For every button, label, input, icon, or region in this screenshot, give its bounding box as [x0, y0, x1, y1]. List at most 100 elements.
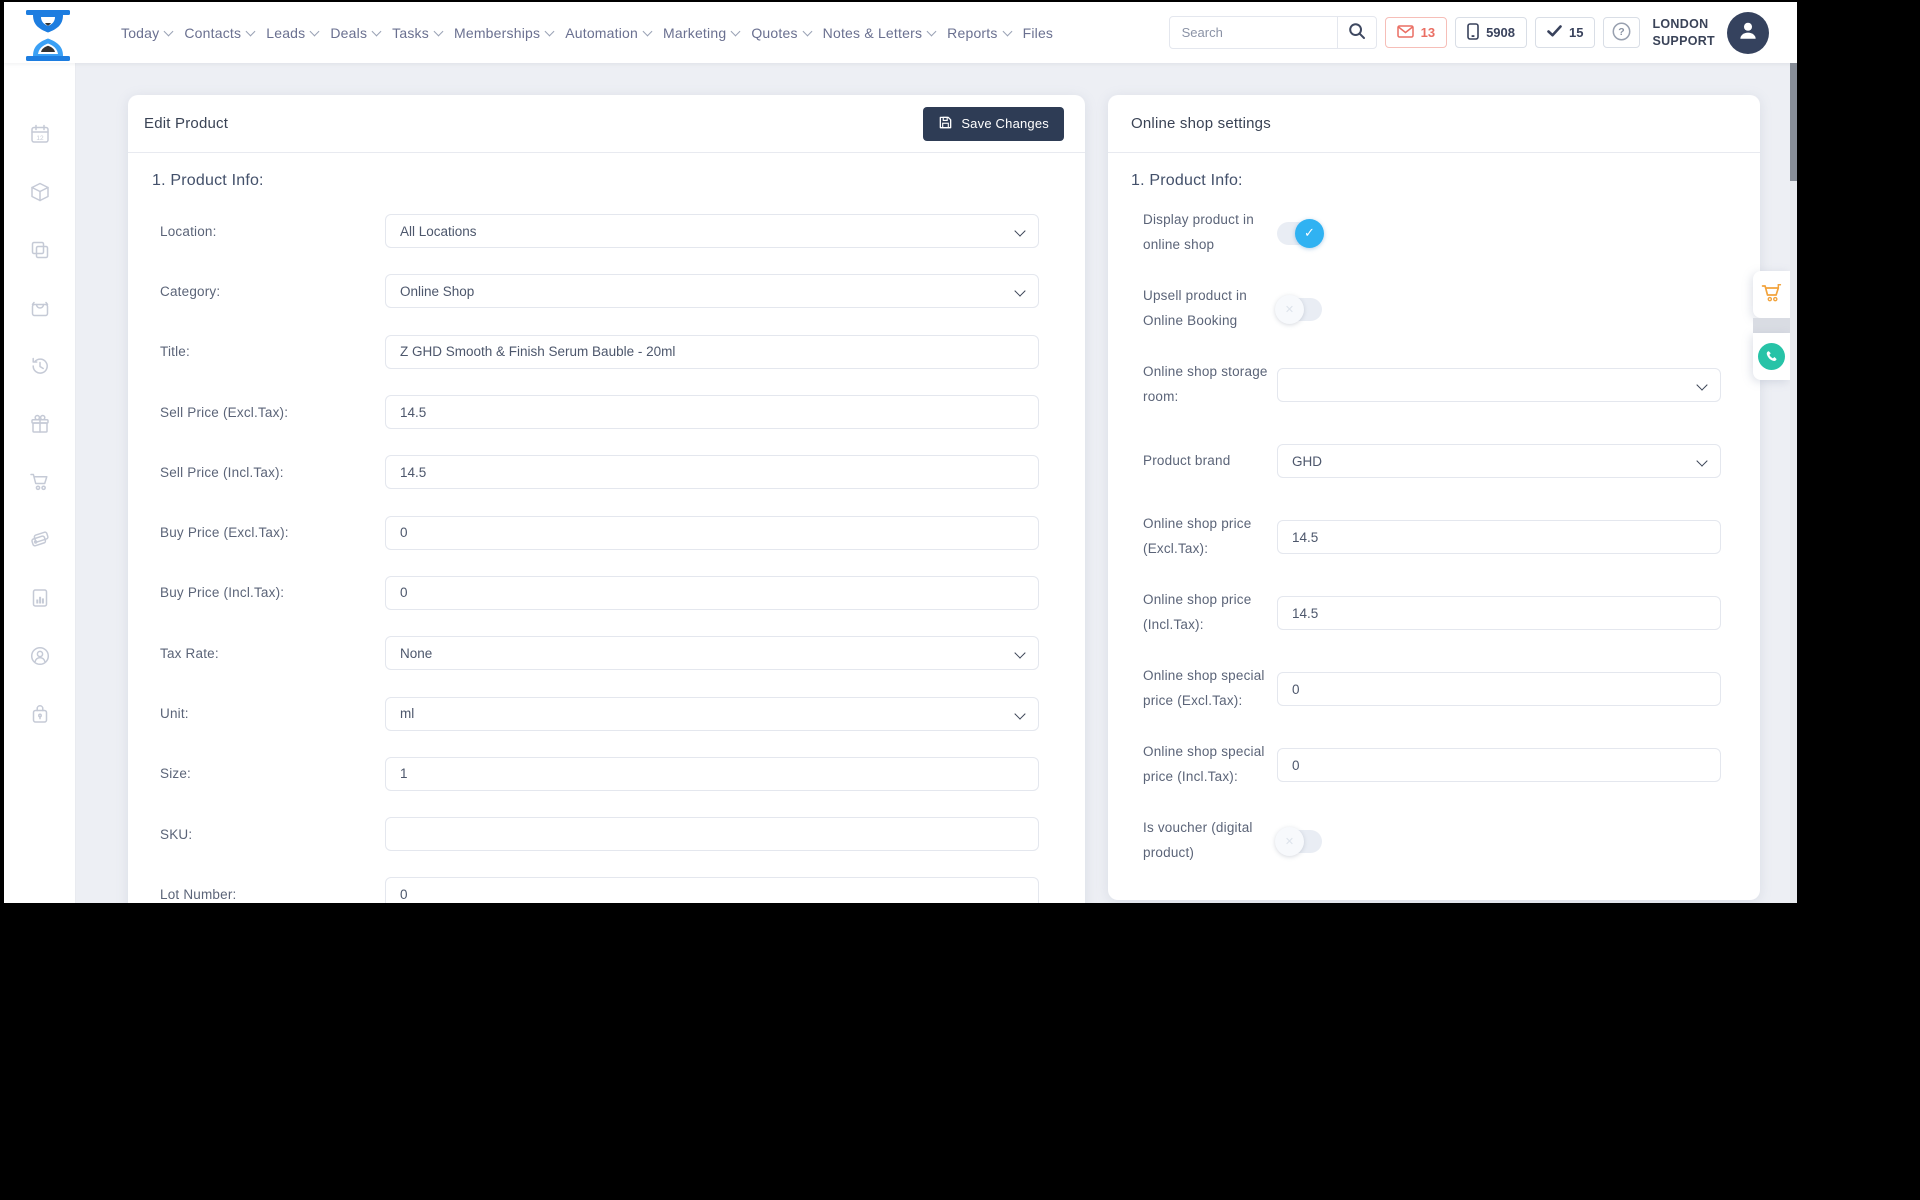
main-nav: Today Contacts Leads Deals Tasks Memberships A…: [121, 25, 1053, 41]
field-control: [385, 395, 1039, 430]
section-title-product-info-right: 1. Product Info:: [1131, 172, 1243, 189]
nav-item-notes-letters[interactable]: Notes & Letters: [822, 24, 937, 41]
sidebar-item-gift[interactable]: [29, 413, 51, 435]
save-changes-button[interactable]: Save Changes: [923, 106, 1064, 141]
field-control: [385, 575, 1039, 610]
location-select[interactable]: All Locations: [385, 214, 1039, 249]
field-control: [1277, 596, 1721, 630]
user-icon: [1736, 18, 1760, 47]
title-input[interactable]: [385, 334, 1039, 369]
field-label: Sell Price (Excl.Tax):: [160, 404, 289, 420]
field-control: [385, 515, 1039, 550]
unit-select[interactable]: ml: [385, 696, 1039, 731]
form-row-online-shop-storage-room: Online shop storage room:: [1143, 347, 1721, 423]
toggle-check-icon: ✓: [1295, 218, 1324, 248]
sidebar-item-history[interactable]: [29, 355, 51, 377]
tasks-badge[interactable]: 15: [1535, 17, 1596, 48]
search-icon-button[interactable]: [1338, 17, 1376, 48]
product-brand-select[interactable]: GHD: [1277, 444, 1721, 478]
form-row-sell-price-excl-tax: Sell Price (Excl.Tax):: [160, 382, 1039, 442]
sidebar-item-report[interactable]: [29, 587, 51, 609]
sell-price-excl-tax-input[interactable]: [385, 395, 1039, 430]
select-value: ml: [400, 706, 415, 722]
online-shop-special-price-incl-tax-input[interactable]: [1277, 748, 1721, 782]
nav-item-quotes[interactable]: Quotes: [751, 25, 813, 41]
scrollbar-thumb[interactable]: [1790, 63, 1797, 181]
online-shop-special-price-excl-tax-input[interactable]: [1277, 672, 1721, 706]
upsell-product-in-online-booking-toggle[interactable]: ✕: [1275, 294, 1322, 324]
nav-item-label: Memberships: [453, 24, 541, 41]
avatar[interactable]: [1727, 11, 1769, 54]
form-row-size: Size:: [160, 744, 1039, 804]
field-control: [1277, 748, 1721, 782]
sell-price-incl-tax-input[interactable]: [385, 455, 1039, 490]
lot-number-input[interactable]: [385, 877, 1039, 903]
chevron-down-icon: [642, 26, 653, 36]
field-control: ml: [385, 696, 1039, 731]
form-row-sku: SKU:: [160, 804, 1039, 864]
tax-rate-select[interactable]: None: [385, 636, 1039, 671]
field-control: ✕: [1275, 826, 1721, 856]
sidebar-item-user-circle[interactable]: [29, 645, 51, 667]
app-window: Today Contacts Leads Deals Tasks Memberships A…: [4, 2, 1797, 903]
nav-item-label: Automation: [565, 24, 639, 41]
form-row-buy-price-incl-tax: Buy Price (Incl.Tax):: [160, 563, 1039, 623]
nav-item-contacts[interactable]: Contacts: [184, 25, 256, 41]
size-input[interactable]: [385, 756, 1039, 791]
category-select[interactable]: Online Shop: [385, 274, 1039, 309]
svg-text:12: 12: [36, 135, 44, 142]
form-row-title: Title:: [160, 322, 1039, 382]
nav-item-deals[interactable]: Deals: [330, 25, 382, 41]
buy-price-incl-tax-input[interactable]: [385, 575, 1039, 610]
display-product-in-online-shop-toggle[interactable]: ✓: [1277, 218, 1324, 248]
phone-badge[interactable]: 5908: [1455, 17, 1527, 48]
nav-item-marketing[interactable]: Marketing: [663, 25, 741, 41]
messages-badge[interactable]: 13: [1384, 17, 1448, 48]
app-logo-hourglass-icon[interactable]: [21, 4, 75, 62]
select-value: None: [400, 645, 433, 661]
chevron-down-icon: [1696, 379, 1708, 391]
field-control: [1277, 672, 1721, 706]
nav-item-label: Notes & Letters: [822, 24, 923, 41]
form-row-buy-price-excl-tax: Buy Price (Excl.Tax):: [160, 502, 1039, 562]
chevron-down-icon: [163, 26, 174, 36]
online-shop-price-excl-tax-input[interactable]: [1277, 520, 1721, 554]
field-label: Buy Price (Incl.Tax):: [160, 585, 285, 601]
nav-item-memberships[interactable]: Memberships: [453, 24, 555, 41]
sidebar-item-lock[interactable]: [29, 703, 51, 725]
chevron-down-icon: [926, 26, 937, 36]
field-control: [1277, 520, 1721, 554]
sidebar-item-calendar[interactable]: 12: [29, 123, 51, 145]
online-shop-price-incl-tax-input[interactable]: [1277, 596, 1721, 630]
toggle-x-icon: ✕: [1275, 294, 1304, 324]
sidebar-item-package[interactable]: [29, 181, 51, 203]
buy-price-excl-tax-input[interactable]: [385, 515, 1039, 550]
save-changes-label: Save Changes: [961, 116, 1049, 131]
help-button[interactable]: ?: [1603, 17, 1641, 48]
field-label: Online shop special price (Excl.Tax):: [1143, 668, 1265, 708]
nav-item-files[interactable]: Files: [1023, 25, 1054, 41]
sidebar-item-tags[interactable]: [29, 529, 51, 551]
search-divider: [1336, 17, 1338, 48]
nav-item-today[interactable]: Today: [121, 25, 174, 41]
nav-item-reports[interactable]: Reports: [947, 24, 1013, 41]
nav-item-leads[interactable]: Leads: [266, 25, 320, 41]
floating-chat-button[interactable]: [1753, 333, 1790, 380]
chevron-down-icon: [309, 26, 320, 36]
nav-item-label: Reports: [947, 24, 998, 41]
field-control: None: [385, 636, 1039, 671]
field-label: Product brand: [1143, 452, 1231, 468]
field-label: Tax Rate:: [160, 645, 219, 661]
online-shop-storage-room-select[interactable]: [1277, 368, 1721, 402]
sidebar-item-copy[interactable]: [29, 239, 51, 261]
sidebar-item-cart[interactable]: [29, 471, 51, 493]
sidebar-item-shopping-bag[interactable]: [29, 297, 51, 319]
product-info-form: Location: All Locations Category: Online Sh…: [160, 201, 1039, 903]
sku-input[interactable]: [385, 817, 1039, 852]
search-input[interactable]: [1169, 25, 1337, 40]
nav-item-automation[interactable]: Automation: [565, 24, 653, 41]
nav-item-tasks[interactable]: Tasks: [392, 25, 444, 41]
floating-cart-button[interactable]: [1753, 271, 1790, 318]
is-voucher-digital-product-toggle[interactable]: ✕: [1275, 826, 1322, 856]
